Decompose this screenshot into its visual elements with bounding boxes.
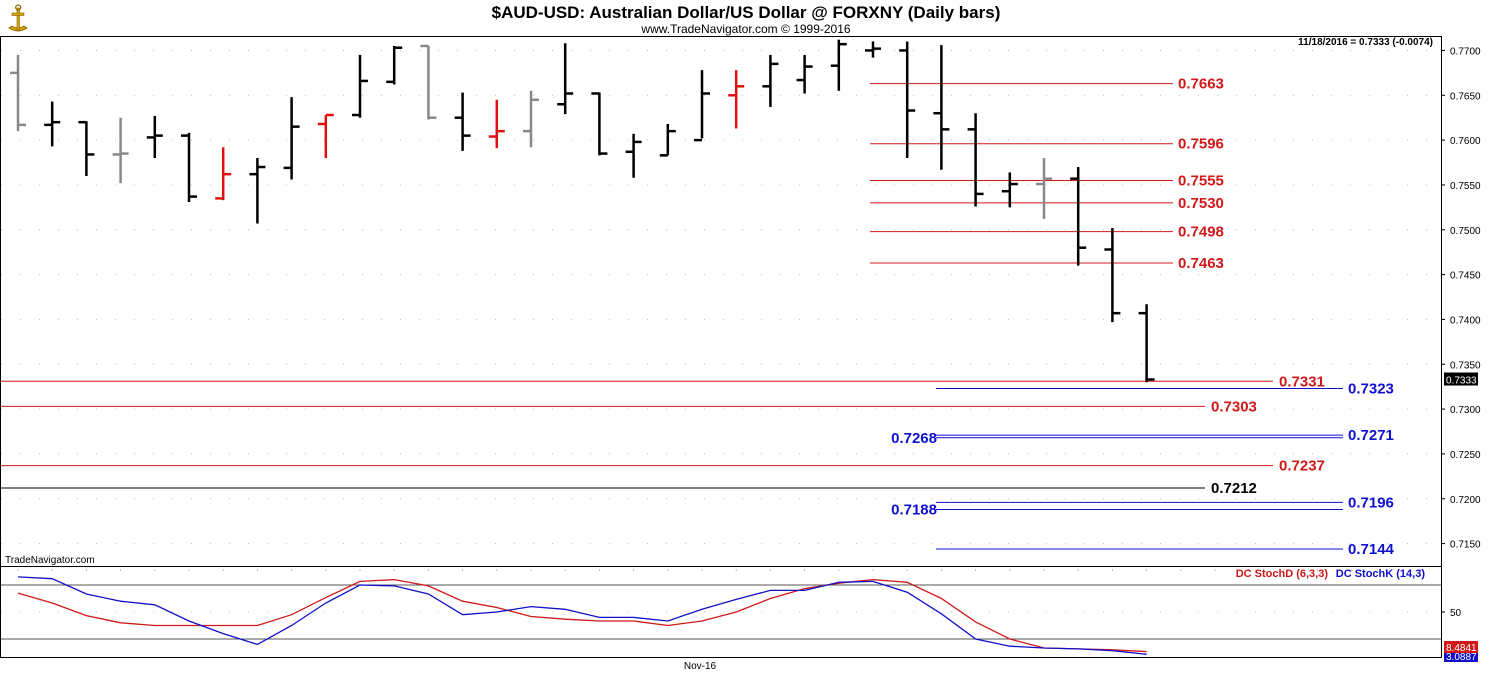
ohlc-bar — [830, 39, 847, 91]
level-label: 0.7331 — [1279, 373, 1325, 390]
y-tick-label: 0.7500 — [1450, 226, 1481, 237]
ohlc-bar — [1001, 172, 1018, 208]
indicator-tick-label: 50 — [1450, 608, 1462, 619]
stochastic-lines — [17, 576, 1147, 655]
indicator-value-badge — [1444, 641, 1478, 653]
indicator-value-label: 8.4841 — [1446, 643, 1477, 654]
ohlc-bar — [215, 147, 232, 201]
level-label: 0.7498 — [1178, 224, 1224, 241]
ohlc-bar — [1036, 158, 1052, 220]
ohlc-bar — [386, 45, 403, 85]
anchor-logo-icon — [8, 4, 28, 32]
stochk-line — [17, 576, 1147, 655]
price-gridlines — [1, 49, 1441, 545]
ohlc-bar — [420, 44, 437, 120]
level-label: 0.7555 — [1178, 172, 1224, 189]
ohlc-bar — [352, 54, 368, 118]
ohlc-bar — [249, 158, 266, 224]
price-bars — [10, 39, 1155, 383]
ohlc-bar — [625, 133, 642, 178]
level-label: 0.7596 — [1178, 136, 1224, 153]
ohlc-bar — [865, 41, 881, 58]
ohlc-bar — [1070, 167, 1087, 266]
y-tick-label: 0.7450 — [1450, 271, 1481, 282]
ohlc-bar — [10, 54, 26, 132]
legend-stochk: DC StochK (14,3) — [1336, 568, 1426, 580]
ohlc-bar — [899, 41, 916, 159]
indicator-panel-frame — [0, 566, 1442, 658]
y-tick-label: 0.7400 — [1450, 315, 1481, 326]
stochd-line — [17, 578, 1147, 653]
y-tick-label: 0.7150 — [1450, 540, 1481, 551]
level-label: 0.7237 — [1279, 458, 1325, 475]
ohlc-bar — [317, 113, 334, 159]
ohlc-bar — [44, 101, 61, 147]
level-label: 0.7196 — [1348, 494, 1394, 511]
last-price-info: 11/18/2016 = 0.7333 (-0.0074) — [1298, 37, 1433, 48]
last-price-badge — [1444, 372, 1478, 386]
level-label: 0.7663 — [1178, 76, 1224, 93]
y-tick-label: 0.7700 — [1450, 46, 1481, 57]
ohlc-bar — [181, 132, 197, 202]
level-label: 0.7144 — [1348, 541, 1395, 558]
ohlc-bar — [591, 92, 608, 156]
chart-subtitle: www.TradeNavigator.com © 1999-2016 — [640, 22, 850, 36]
last-price-label: 0.7333 — [1446, 376, 1477, 387]
ohlc-bar — [967, 113, 984, 207]
chart-title: $AUD-USD: Australian Dollar/US Dollar @ … — [492, 3, 1001, 22]
x-axis-label: Nov-16 — [684, 661, 717, 672]
ohlc-bar — [78, 120, 95, 176]
level-label: 0.7463 — [1178, 255, 1224, 272]
ohlc-bar — [523, 90, 539, 148]
ohlc-bar — [1138, 304, 1155, 383]
ohlc-bar — [454, 92, 471, 151]
level-label: 0.7212 — [1211, 480, 1257, 497]
level-label: 0.7188 — [891, 502, 937, 519]
ohlc-bar — [283, 97, 300, 180]
y-tick-label: 0.7550 — [1450, 181, 1481, 192]
y-tick-label: 0.7300 — [1450, 405, 1481, 416]
level-label: 0.7268 — [891, 430, 937, 447]
level-label: 0.7271 — [1348, 427, 1394, 444]
ohlc-bar — [762, 54, 779, 107]
price-levels: 0.7663 0.7596 0.7555 0.7530 0.7498 0.7463 0.73… — [1, 76, 1395, 558]
level-label: 0.7530 — [1178, 195, 1224, 212]
ohlc-bar — [1104, 227, 1121, 323]
ohlc-bar — [112, 117, 129, 184]
ohlc-bar — [557, 43, 574, 115]
ohlc-bar — [146, 115, 163, 159]
ohlc-bar — [796, 54, 813, 94]
y-tick-label: 0.7250 — [1450, 450, 1481, 461]
level-label: 0.7303 — [1211, 398, 1257, 415]
ohlc-bar — [933, 45, 950, 170]
y-tick-label: 0.7600 — [1450, 136, 1481, 147]
ohlc-bar — [694, 70, 710, 142]
ohlc-bar — [728, 70, 745, 129]
indicator-value-label: 3.0887 — [1446, 652, 1477, 663]
ohlc-bar — [659, 123, 676, 157]
y-tick-label: 0.7350 — [1450, 360, 1481, 371]
price-axis: 0.7700 0.7650 0.7600 0.7550 0.7500 0.7450 0.74… — [1441, 46, 1481, 551]
legend-stochd: DC StochD (6,3,3) — [1236, 568, 1329, 580]
y-tick-label: 0.7200 — [1450, 495, 1481, 506]
watermark: TradeNavigator.com — [5, 555, 95, 566]
level-label: 0.7323 — [1348, 380, 1394, 397]
y-tick-label: 0.7650 — [1450, 91, 1481, 102]
ohlc-bar — [488, 99, 505, 149]
